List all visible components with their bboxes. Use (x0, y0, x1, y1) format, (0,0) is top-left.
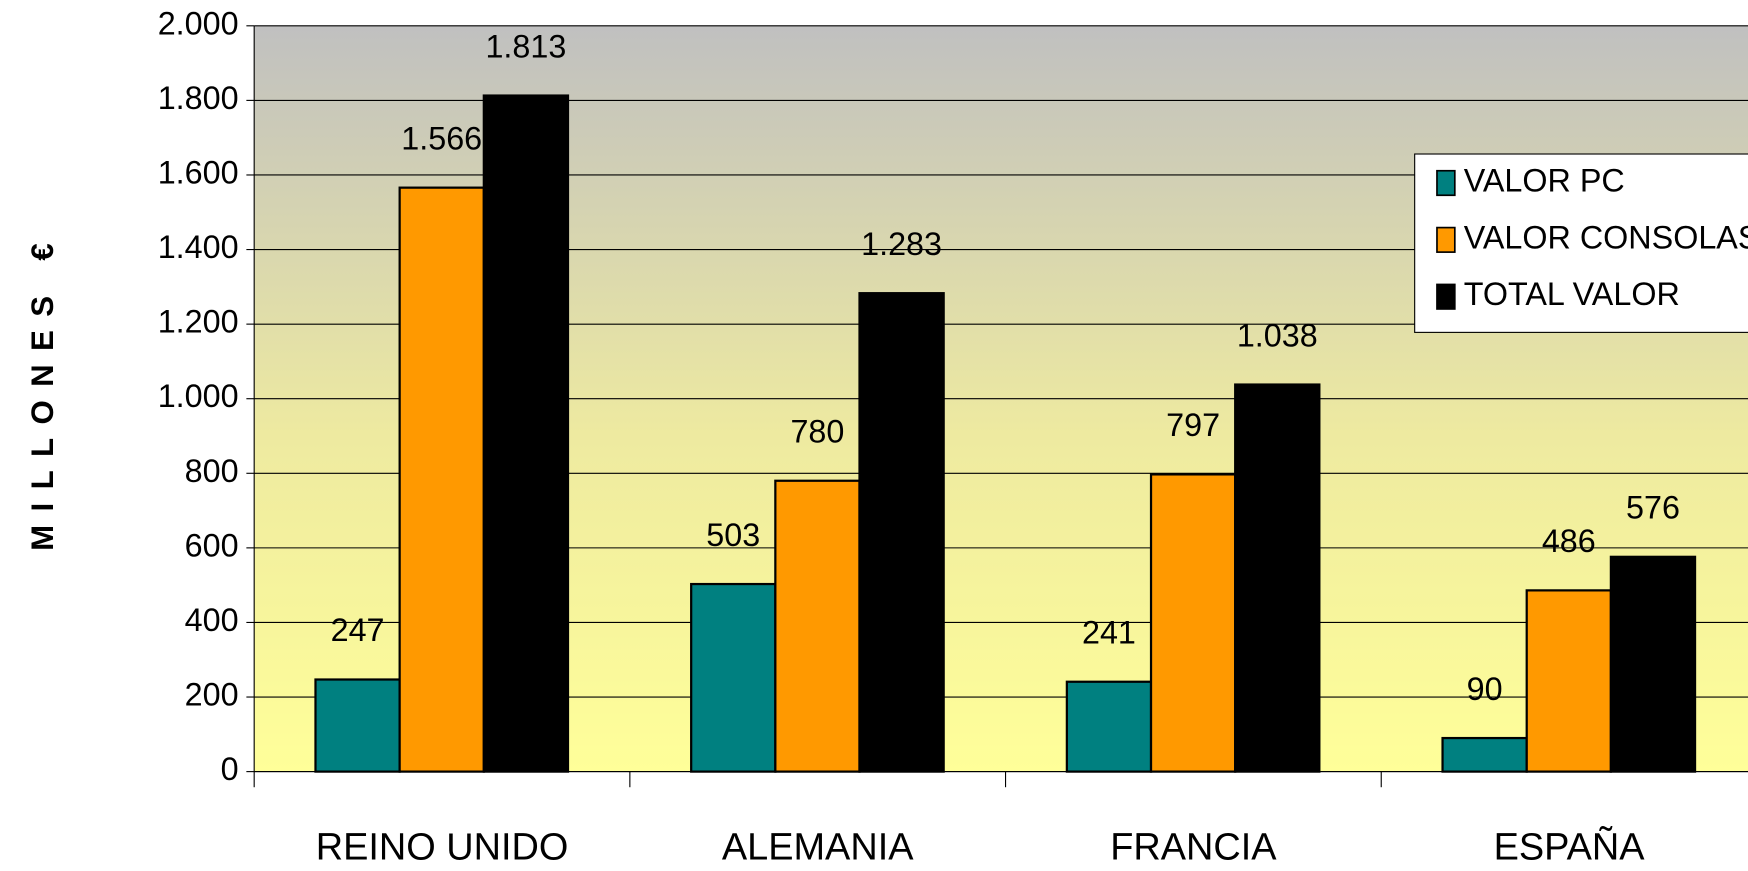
y-tick-label: 1.000 (158, 378, 239, 414)
bar (1441, 736, 1528, 773)
y-tick-label: 1.200 (158, 304, 239, 340)
y-tick-label: 600 (185, 527, 239, 563)
data-label: 247 (331, 612, 385, 648)
bar (858, 292, 945, 773)
data-label: 503 (706, 517, 760, 553)
data-label: 780 (790, 413, 844, 449)
bar (1609, 555, 1697, 773)
bar (1149, 473, 1237, 773)
bar (1525, 589, 1612, 773)
legend-label: VALOR PC (1464, 163, 1625, 199)
bar (1065, 680, 1153, 773)
y-tick-label: 800 (185, 453, 239, 489)
legend-label: VALOR CONSOLAS (1464, 219, 1748, 255)
bar (314, 678, 401, 773)
data-label: 486 (1542, 523, 1596, 559)
y-tick-label: 1.800 (158, 80, 239, 116)
legend-swatch (1436, 169, 1456, 197)
data-label: 241 (1082, 614, 1136, 650)
data-label: 1.813 (485, 28, 566, 64)
legend-swatch (1436, 283, 1456, 310)
bar (482, 94, 570, 773)
y-tick-label: 0 (221, 751, 239, 787)
data-label: 90 (1467, 671, 1503, 707)
data-label: 576 (1626, 490, 1680, 526)
legend-box (1414, 153, 1748, 333)
data-label: 1.566 (401, 120, 482, 156)
y-tick-label: 200 (185, 677, 239, 713)
legend-swatch (1436, 226, 1456, 253)
legend-label: TOTAL VALOR (1464, 276, 1680, 312)
bar (690, 582, 777, 773)
y-tick-label: 1.600 (158, 155, 239, 191)
bar (774, 479, 861, 773)
y-tick-label: 400 (185, 602, 239, 638)
bar (398, 186, 485, 773)
x-tick-label: FRANCIA (1110, 827, 1277, 869)
data-label: 1.038 (1237, 317, 1318, 353)
x-tick-label: ALEMANIA (722, 827, 914, 869)
bar (1234, 383, 1321, 773)
data-label: 797 (1166, 407, 1220, 443)
y-tick-label: 1.400 (158, 229, 239, 265)
x-tick-label: REINO UNIDO (316, 827, 569, 869)
y-tick-label: 2.000 (158, 5, 239, 41)
y-axis-label: MILLONES € (25, 230, 60, 551)
x-tick-label: ESPAÑA (1494, 826, 1646, 869)
data-label: 1.283 (861, 226, 942, 262)
